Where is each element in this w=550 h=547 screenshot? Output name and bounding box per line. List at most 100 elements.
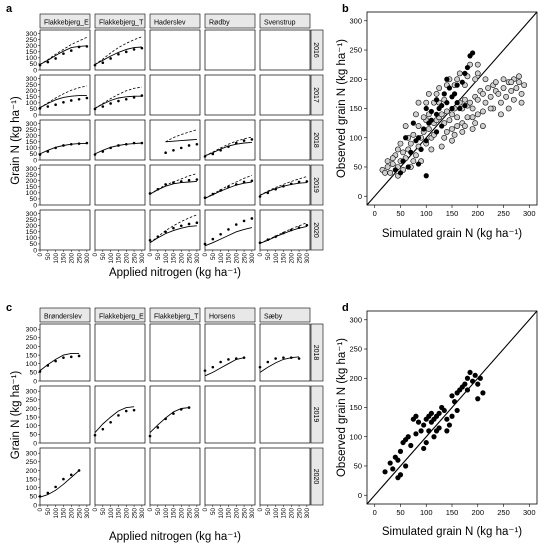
x-tick-label: 100 xyxy=(163,508,170,519)
x-tick-label: 100 xyxy=(108,253,115,264)
open-point xyxy=(433,90,440,97)
observed-point xyxy=(305,180,309,183)
open-point xyxy=(474,96,481,103)
observed-point xyxy=(132,408,136,412)
open-point xyxy=(480,108,486,115)
simulated-line xyxy=(94,406,135,433)
y-tick-label: 200 xyxy=(349,374,362,383)
y-axis-title: Grain N (kg ha⁻¹) xyxy=(10,96,22,185)
observed-point xyxy=(54,485,57,489)
facet-panel xyxy=(94,29,146,71)
y-tick-label: 200 xyxy=(26,43,38,50)
x-tick-label: 50 xyxy=(155,253,162,261)
filled-point xyxy=(475,396,481,402)
observed-point xyxy=(297,226,301,229)
x-tick-label: 150 xyxy=(446,209,459,218)
column-strip xyxy=(149,307,201,323)
observed-point xyxy=(164,183,167,186)
observed-point xyxy=(124,97,128,101)
observed-point xyxy=(211,192,215,196)
x-tick-label: 50 xyxy=(210,253,217,261)
x-tick-label: 200 xyxy=(178,508,185,519)
x-tick-label: 100 xyxy=(53,508,60,519)
observed-point xyxy=(297,357,301,360)
column-strip xyxy=(259,307,311,323)
observed-point xyxy=(164,417,167,421)
open-point xyxy=(513,85,520,91)
filled-point xyxy=(403,463,409,469)
observed-point xyxy=(124,50,128,54)
open-point xyxy=(518,99,525,106)
x-tick-label: 50 xyxy=(45,253,52,261)
facet-panel xyxy=(259,164,311,206)
observed-point xyxy=(172,149,175,152)
filled-point xyxy=(421,422,427,428)
open-point xyxy=(423,99,430,106)
x-tick-label: 200 xyxy=(288,508,295,519)
x-tick-label: 0 xyxy=(202,508,209,512)
column-label: Flakkebjerg_T xyxy=(99,20,144,27)
x-tick-label: 0 xyxy=(373,209,377,218)
filled-point xyxy=(403,135,409,141)
panel-d-scatter: 005050100100150150200200250250300300Simu… xyxy=(336,310,538,538)
facet-panel xyxy=(39,74,91,116)
open-point xyxy=(510,96,517,103)
simulated-dashed-line xyxy=(259,176,308,196)
observed-point xyxy=(179,146,183,150)
column-strip xyxy=(39,307,91,323)
y-tick-label: 50 xyxy=(29,151,37,158)
x-tick-label: 200 xyxy=(68,253,75,264)
x-tick-label: 100 xyxy=(163,253,170,264)
filled-point xyxy=(415,419,422,425)
observed-point xyxy=(69,355,73,359)
observed-point xyxy=(274,357,277,360)
column-label: Rødby xyxy=(209,20,230,27)
y-tick-label: 150 xyxy=(26,49,38,56)
row-strip xyxy=(310,74,324,116)
observed-point xyxy=(117,144,120,147)
observed-point xyxy=(156,235,160,238)
y-tick-label: 200 xyxy=(26,406,38,413)
y-tick-label: 100 xyxy=(26,423,38,430)
y-tick-label: 300 xyxy=(26,450,38,457)
observed-point xyxy=(85,45,89,48)
filled-point xyxy=(428,410,434,416)
x-tick-label: 150 xyxy=(226,253,233,264)
filled-point xyxy=(413,431,419,437)
facet-panel xyxy=(149,164,201,206)
filled-point xyxy=(444,76,450,82)
observed-point xyxy=(211,365,215,369)
panel-letter-b: b xyxy=(342,3,349,15)
x-tick-label: 100 xyxy=(420,508,433,517)
open-point xyxy=(451,131,458,138)
row-strip xyxy=(310,385,324,444)
open-point xyxy=(508,88,515,94)
filled-point xyxy=(444,416,450,422)
filled-point xyxy=(441,407,447,414)
x-tick-label: 250 xyxy=(497,209,510,218)
y-tick-label: 150 xyxy=(349,104,362,113)
filled-point xyxy=(421,445,427,452)
x-tick-label: 100 xyxy=(108,508,115,519)
observed-point xyxy=(85,96,89,100)
open-point xyxy=(508,79,515,86)
open-point xyxy=(516,79,522,86)
y-tick-label: 250 xyxy=(349,46,362,55)
y-tick-label: 0 xyxy=(33,67,37,74)
observed-point xyxy=(85,141,89,145)
observed-point xyxy=(54,57,57,60)
y-tick-label: 0 xyxy=(33,378,37,385)
observed-point xyxy=(289,182,293,186)
observed-point xyxy=(195,221,199,225)
open-point xyxy=(480,90,486,97)
open-point xyxy=(389,161,396,167)
filled-point xyxy=(446,422,453,428)
observed-point xyxy=(140,141,144,145)
open-point xyxy=(472,76,479,83)
simulated-dashed-line xyxy=(204,136,252,157)
x-tick-label: 250 xyxy=(186,253,193,264)
facet-panel xyxy=(39,119,91,161)
observed-point xyxy=(179,180,183,183)
x-tick-label: 200 xyxy=(233,508,240,519)
filled-point xyxy=(480,390,486,396)
